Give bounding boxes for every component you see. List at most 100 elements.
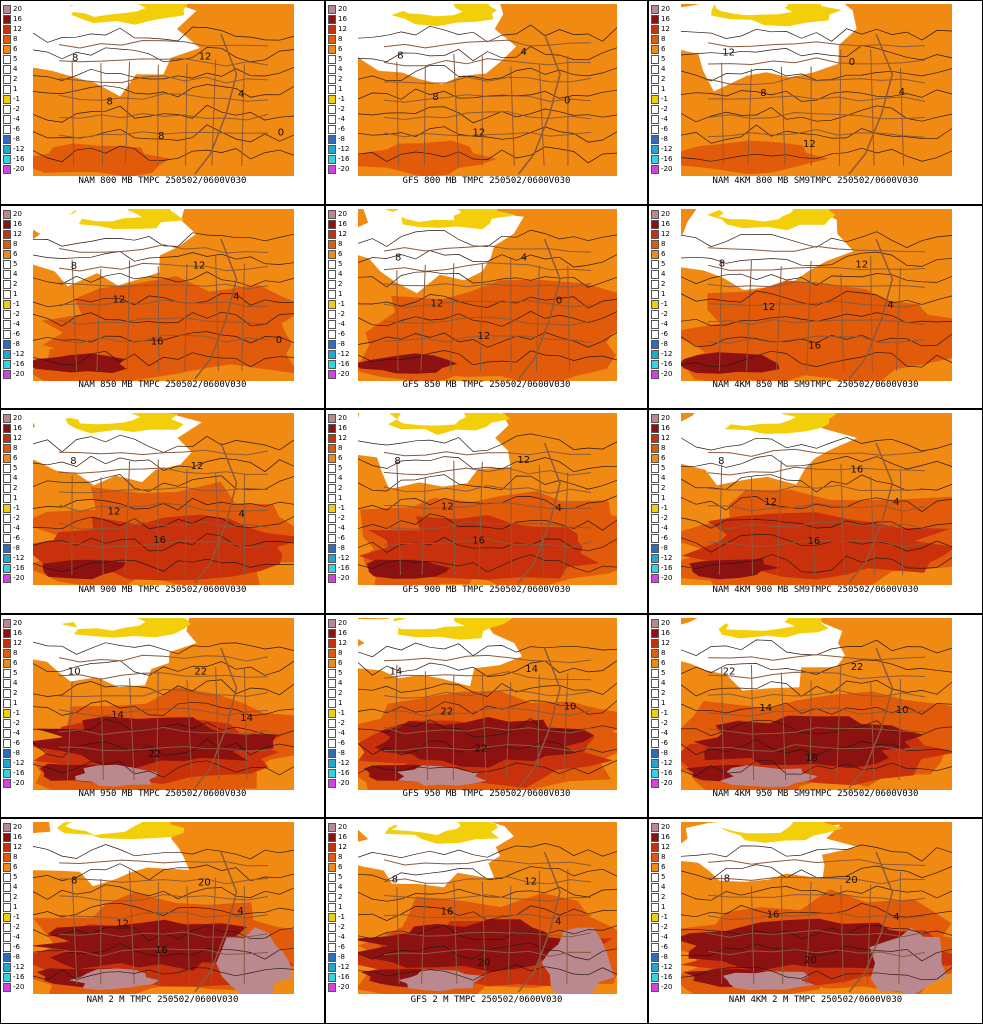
legend-tick-label: 5 [661, 669, 666, 677]
map-panel: 20 16 12 8 6 5 4 2 1 -1 -2 -4 -6 -8 -12 -16 -20 8 16 20 12 4 G… [325, 818, 648, 1024]
legend-swatch [3, 310, 11, 319]
isotherm-contour [33, 251, 294, 265]
isotherm-contour [33, 331, 294, 344]
legend-tick-label: 5 [13, 260, 18, 268]
legend-entry: -8 [328, 749, 356, 759]
legend-entry: 16 [651, 220, 679, 230]
boundary-line [567, 265, 570, 372]
legend-swatch [3, 474, 11, 483]
legend-swatch [3, 75, 11, 84]
legend-swatch [3, 873, 11, 882]
below-freezing-patch [390, 209, 461, 222]
boundary-line [423, 65, 426, 167]
legend-entry: -20 [3, 574, 31, 584]
legend-tick-label: 4 [661, 270, 666, 278]
legend-entry: -1 [328, 709, 356, 719]
legend-swatch [328, 95, 336, 104]
contour-label: 12 [431, 298, 444, 309]
boundary-line [100, 63, 104, 167]
legend-tick-label: -6 [13, 534, 20, 542]
temperature-map: 8 16 20 20 4 [681, 822, 952, 994]
map-panel: 20 16 12 8 6 5 4 2 1 -1 -2 -4 -6 -8 -12 -16 -20 14 22 22 14 1… [325, 614, 648, 818]
legend-entry: 6 [3, 45, 31, 55]
contour-label: 20 [198, 877, 211, 888]
isotherm-contour [681, 719, 952, 737]
legend-swatch [3, 564, 11, 573]
legend-swatch [3, 105, 11, 114]
boundary-line [708, 521, 926, 530]
legend-tick-label: 4 [338, 270, 343, 278]
legend-swatch [651, 444, 659, 453]
legend-tick-label: -8 [661, 340, 668, 348]
legend-swatch [3, 220, 11, 229]
legend-swatch [328, 414, 336, 423]
boundary-line [59, 486, 268, 494]
legend-tick-label: -1 [13, 913, 20, 921]
boundary-line [383, 502, 592, 510]
contour-label: 8 [71, 876, 77, 887]
boundary-line [157, 64, 159, 167]
legend-tick-label: -1 [338, 504, 345, 512]
boundary-line [59, 931, 268, 938]
legend-swatch [328, 699, 336, 708]
legend-tick-label: -12 [661, 145, 673, 153]
hot-patch [42, 559, 127, 580]
boundary-line [708, 859, 925, 866]
legend-tick-label: -20 [661, 574, 673, 582]
legend-swatch [651, 155, 659, 164]
legend-tick-label: -6 [338, 125, 345, 133]
legend-entry: -6 [328, 125, 356, 135]
legend-tick-label: -2 [13, 923, 20, 931]
cold-region [681, 822, 858, 882]
legend-entry: 2 [3, 484, 31, 494]
legend-entry: -12 [328, 554, 356, 564]
legend-tick-label: -16 [661, 973, 673, 981]
legend-tick-label: 2 [13, 893, 18, 901]
legend-tick-label: 6 [13, 454, 18, 462]
legend-tick-label: -16 [13, 769, 25, 777]
isotherm-contour [358, 843, 617, 859]
legend-entry: -12 [328, 145, 356, 155]
legend-swatch [651, 554, 659, 563]
map-panel: 20 16 12 8 6 5 4 2 1 -1 -2 -4 -6 -8 -12 -16 -20 22 14 18 22 1… [648, 614, 983, 818]
legend-tick-label: 6 [661, 659, 666, 667]
legend-entry: 16 [651, 629, 679, 639]
legend-entry: -4 [3, 524, 31, 534]
legend-tick-label: -12 [13, 145, 25, 153]
legend-tick-label: -20 [13, 574, 25, 582]
legend-entry: 1 [651, 699, 679, 709]
boundary-line [478, 461, 483, 576]
panel-caption: NAM 4KM 800 MB SM9TMPC 250502/0600V030 [712, 176, 919, 186]
legend-swatch [651, 484, 659, 493]
legend-entry: 5 [3, 669, 31, 679]
legend-tick-label: -6 [338, 943, 345, 951]
legend-swatch [328, 913, 336, 922]
legend-tick-label: -6 [661, 534, 668, 542]
legend-swatch [328, 260, 336, 269]
legend-swatch [651, 250, 659, 259]
legend-tick-label: -4 [661, 115, 668, 123]
legend-swatch [651, 719, 659, 728]
legend-swatch [651, 300, 659, 309]
legend-entry: 2 [3, 689, 31, 699]
isotherm-contour [358, 146, 617, 164]
legend-tick-label: -2 [661, 310, 668, 318]
contour-label: 12 [764, 497, 777, 508]
boundary-line [124, 61, 131, 167]
legend-entry: 4 [651, 474, 679, 484]
legend-swatch [3, 669, 11, 678]
legend-tick-label: -4 [13, 115, 20, 123]
boundary-line [59, 539, 268, 549]
legend-tick-label: 6 [338, 454, 343, 462]
legend-swatch [328, 873, 336, 882]
legend-tick-label: -6 [338, 534, 345, 542]
below-freezing-patch [66, 4, 146, 17]
legend-entry: -1 [651, 300, 679, 310]
legend-swatch [651, 903, 659, 912]
legend-tick-label: -2 [338, 923, 345, 931]
legend-swatch [3, 165, 11, 174]
isotherm-contour [681, 680, 952, 697]
panel-caption: NAM 4KM 2 M TMPC 250502/0600V030 [728, 995, 903, 1005]
legend-swatch [328, 65, 336, 74]
extreme-patch [397, 765, 487, 786]
